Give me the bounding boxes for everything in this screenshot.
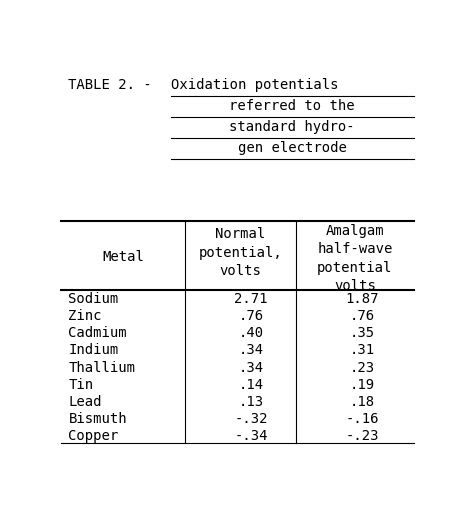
Text: gen electrode: gen electrode	[238, 141, 346, 155]
Text: .13: .13	[238, 394, 264, 408]
Text: Tin: Tin	[68, 377, 94, 391]
Text: Sodium: Sodium	[68, 291, 119, 306]
Text: Thallium: Thallium	[68, 360, 135, 374]
Text: -.16: -.16	[345, 411, 379, 425]
Text: .31: .31	[350, 343, 375, 357]
Text: 2.71: 2.71	[234, 291, 268, 306]
Text: .14: .14	[238, 377, 264, 391]
Text: Oxidation potentials: Oxidation potentials	[170, 78, 338, 92]
Text: -.34: -.34	[234, 428, 268, 442]
Text: .18: .18	[350, 394, 375, 408]
Text: Lead: Lead	[68, 394, 102, 408]
Text: Metal: Metal	[102, 249, 144, 263]
Text: Cadmium: Cadmium	[68, 326, 127, 340]
Text: Normal
potential,
volts: Normal potential, volts	[199, 227, 282, 277]
Text: Copper: Copper	[68, 428, 119, 442]
Text: .34: .34	[238, 360, 264, 374]
Text: .34: .34	[238, 343, 264, 357]
Text: standard hydro-: standard hydro-	[230, 120, 355, 134]
Text: Amalgam
half-wave
potential
volts: Amalgam half-wave potential volts	[317, 223, 393, 292]
Text: .23: .23	[350, 360, 375, 374]
Text: -.32: -.32	[234, 411, 268, 425]
Text: .19: .19	[350, 377, 375, 391]
Text: Zinc: Zinc	[68, 309, 102, 323]
Text: TABLE 2. -: TABLE 2. -	[68, 78, 161, 92]
Text: .40: .40	[238, 326, 264, 340]
Text: .76: .76	[350, 309, 375, 323]
Text: -.23: -.23	[345, 428, 379, 442]
Text: referred to the: referred to the	[230, 99, 355, 113]
Text: Indium: Indium	[68, 343, 119, 357]
Text: 1.87: 1.87	[345, 291, 379, 306]
Text: .76: .76	[238, 309, 264, 323]
Text: Bismuth: Bismuth	[68, 411, 127, 425]
Text: .35: .35	[350, 326, 375, 340]
